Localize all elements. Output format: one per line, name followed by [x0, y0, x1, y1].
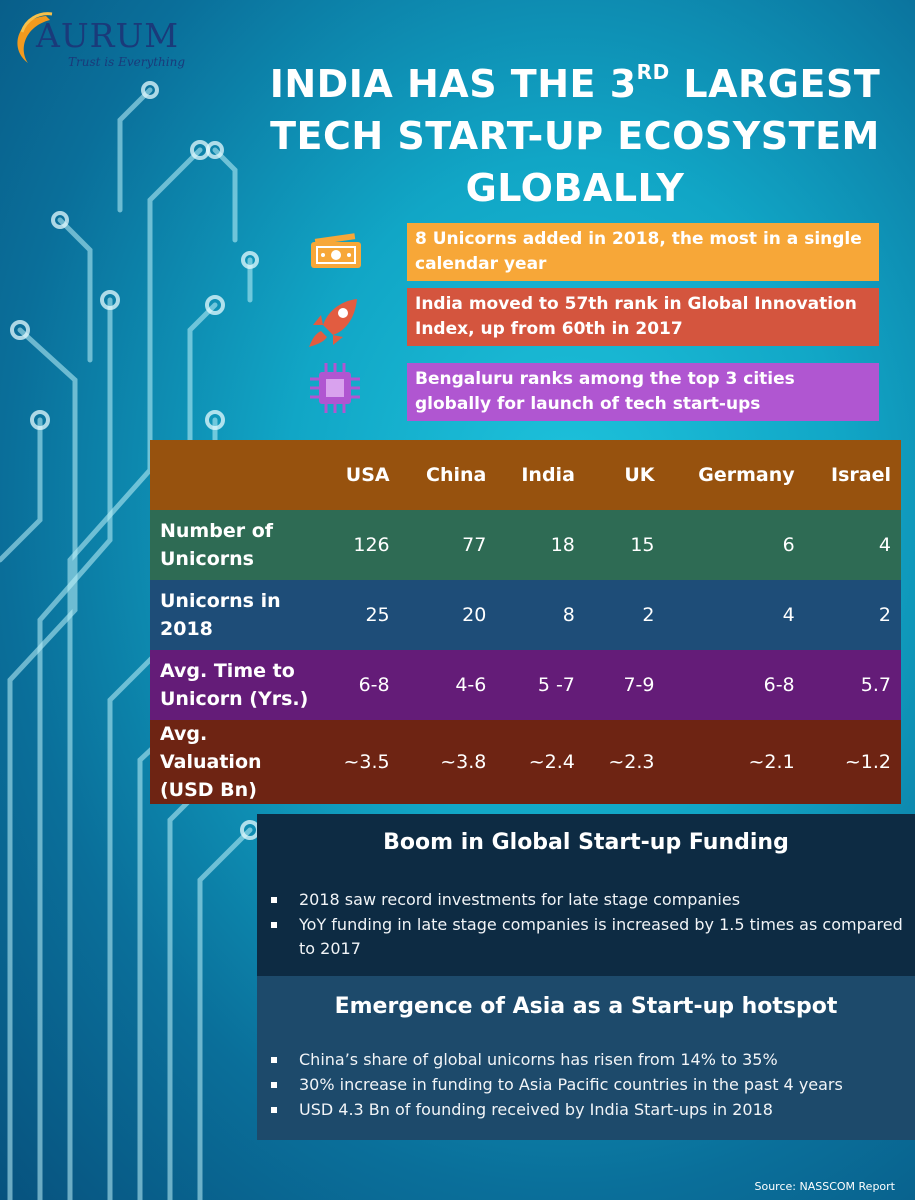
table-cell: 25 — [365, 604, 390, 626]
chip-icon — [310, 363, 360, 413]
table-cell: 4 — [782, 604, 795, 626]
row-header: Number of Unicorns — [160, 520, 274, 570]
page-title: INDIA HAS THE 3RD LARGEST TECH START-UP … — [269, 60, 881, 210]
table-cell: 126 — [353, 534, 390, 556]
unicorn-comparison-table: USA China India UK Germany Israel Number… — [150, 440, 901, 804]
col-header: Germany — [698, 464, 795, 486]
table-cell: 4-6 — [455, 674, 487, 696]
list-item: YoY funding in late stage companies is i… — [267, 913, 903, 961]
table-cell: 6-8 — [358, 674, 390, 696]
funding-title: Boom in Global Start-up Funding — [383, 830, 789, 855]
funding-panel: Boom in Global Start-up Funding 2018 saw… — [257, 814, 915, 976]
table-cell: 77 — [462, 534, 487, 556]
list-item: USD 4.3 Bn of founding received by India… — [267, 1098, 903, 1122]
row-header: Avg. Time to Unicorn (Yrs.) — [160, 660, 309, 710]
row-header: Unicorns in 2018 — [160, 590, 281, 640]
col-header: UK — [624, 464, 655, 486]
table-cell: 5 -7 — [537, 674, 575, 696]
fact-innovation-index: India moved to 57th rank in Global Innov… — [407, 288, 879, 346]
table-cell: ~2.4 — [528, 751, 575, 773]
table-cell: 7-9 — [623, 674, 655, 696]
table-cell: ~1.2 — [844, 751, 891, 773]
table-corner-cell — [150, 440, 320, 510]
table-cell: ~3.8 — [440, 751, 487, 773]
table-cell: 15 — [630, 534, 655, 556]
list-item: 30% increase in funding to Asia Pacific … — [267, 1073, 903, 1097]
logo-wordmark: AURUM — [36, 16, 180, 55]
table-cell: 4 — [878, 534, 891, 556]
logo-swoosh-icon — [17, 12, 53, 63]
table-header-row: USA China India UK Germany Israel — [150, 440, 901, 510]
fact-unicorns-2018: 8 Unicorns added in 2018, the most in a … — [407, 223, 879, 281]
table-cell: 2 — [878, 604, 891, 626]
row-header: Avg. Valuation (USD Bn) — [160, 723, 262, 801]
asia-bullets: China’s share of global unicorns has ris… — [267, 1048, 903, 1123]
list-item: China’s share of global unicorns has ris… — [267, 1048, 903, 1072]
rocket-icon — [309, 299, 357, 347]
table-cell: ~2.3 — [608, 751, 655, 773]
col-header: India — [521, 464, 575, 486]
money-icon — [311, 233, 361, 268]
list-item: 2018 saw record investments for late sta… — [267, 888, 903, 912]
table-cell: 18 — [550, 534, 575, 556]
table-cell: 6-8 — [763, 674, 795, 696]
table-cell: 2 — [642, 604, 655, 626]
col-header: China — [426, 464, 487, 486]
table-row: Avg. Valuation (USD Bn) ~3.5 ~3.8 ~2.4 ~… — [150, 720, 901, 804]
aurum-logo: AURUM Trust is Everything — [8, 8, 198, 70]
asia-panel: Emergence of Asia as a Start-up hotspot … — [257, 976, 915, 1140]
col-header: USA — [345, 464, 390, 486]
asia-title: Emergence of Asia as a Start-up hotspot — [334, 994, 838, 1019]
table-row: Unicorns in 2018 25 20 8 2 4 2 — [150, 580, 901, 650]
logo-tagline: Trust is Everything — [68, 55, 186, 69]
funding-bullets: 2018 saw record investments for late sta… — [267, 888, 903, 962]
table-cell: 6 — [782, 534, 795, 556]
table-row: Avg. Time to Unicorn (Yrs.) 6-8 4-6 5 -7… — [150, 650, 901, 720]
fact-bengaluru: Bengaluru ranks among the top 3 cities g… — [407, 363, 879, 421]
table-cell: ~3.5 — [343, 751, 390, 773]
table-cell: 5.7 — [860, 674, 891, 696]
col-header: Israel — [831, 464, 891, 486]
table-row: Number of Unicorns 126 77 18 15 6 4 — [150, 510, 901, 580]
source-note: Source: NASSCOM Report — [754, 1180, 896, 1193]
table-cell: ~2.1 — [748, 751, 795, 773]
table-cell: 20 — [462, 604, 487, 626]
table-cell: 8 — [562, 604, 575, 626]
